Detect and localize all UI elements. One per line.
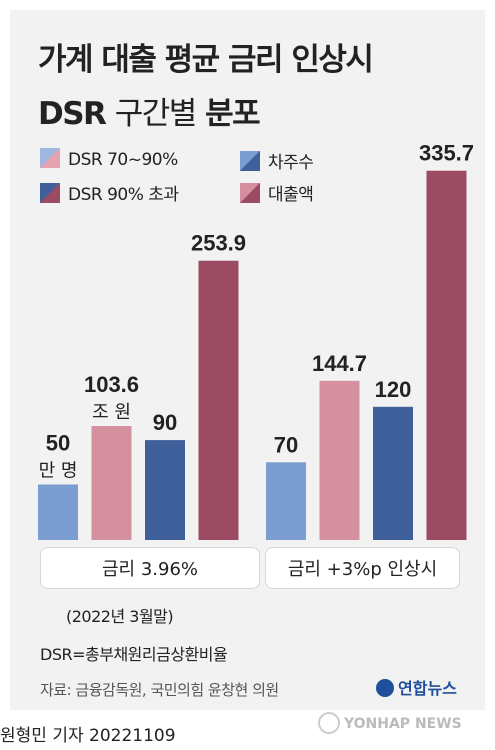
value-label: 50 (46, 431, 70, 456)
legend-swatch-icon (40, 148, 60, 168)
bar-1-2 (373, 406, 413, 540)
watermark-mark-icon (318, 712, 340, 734)
group-label-text: 금리 3.96% (101, 559, 199, 580)
legend-loan-amount: 대출액 (240, 180, 314, 205)
legend-label: 대출액 (268, 185, 314, 205)
legend-dsr-70-90: DSR 70~90% (40, 148, 178, 170)
logo-mark-icon (376, 679, 394, 697)
title-by-segment: 구간별 (114, 96, 198, 132)
legend-borrowers: 차주수 (240, 148, 314, 173)
date-note: (2022년 3월말) (66, 607, 174, 626)
legend-swatch-icon (240, 151, 260, 171)
title-line-2: DSR 구간별 분포 (38, 88, 261, 133)
legend-swatch-icon (40, 183, 60, 203)
background-panel (10, 10, 485, 710)
bar-1-0 (266, 462, 306, 540)
value-label: 90 (153, 410, 177, 435)
title-line-1: 가계 대출 평균 금리 인상시 (38, 42, 374, 78)
value-label: 253.9 (191, 231, 246, 256)
group-label-current: 금리 3.96% (40, 547, 260, 589)
group-label-hike: 금리 +3%p 인상시 (265, 547, 460, 589)
group-label-text: 금리 +3%p 인상시 (287, 559, 438, 580)
bar-1-1 (319, 380, 360, 540)
definition-note: DSR=총부채원리금상환비율 (40, 645, 228, 664)
bar-0-2 (145, 440, 185, 540)
legend-swatch-icon (240, 183, 260, 203)
legend-dsr-90-over: DSR 90% 초과 (40, 180, 179, 205)
value-label: 103.6 (84, 372, 139, 397)
value-label: 120 (375, 377, 412, 402)
unit-label: 만 명 (39, 461, 78, 482)
bar-0-1 (91, 426, 132, 540)
value-label: 335.7 (419, 141, 474, 166)
source-note: 자료: 금융감독원, 국민의힘 윤창현 의원 (40, 681, 279, 699)
watermark-text: YONHAP NEWS (344, 716, 462, 732)
title-dsr: DSR (38, 96, 107, 132)
legend-label: DSR 90% 초과 (68, 185, 179, 205)
value-label: 144.7 (312, 351, 367, 376)
legend-label: 차주수 (268, 153, 314, 173)
bar-0-3 (198, 260, 239, 540)
value-label: 70 (274, 432, 298, 457)
logo-text: 연합뉴스 (398, 679, 457, 698)
bar-0-0 (38, 484, 78, 540)
legend-label: DSR 70~90% (68, 150, 178, 170)
bar-1-3 (426, 170, 467, 541)
byline: 원형민 기자 20221109 (0, 726, 176, 746)
watermark: YONHAP NEWS (318, 712, 462, 734)
unit-label: 조 원 (92, 402, 131, 423)
title-distribution: 분포 (205, 96, 261, 132)
yonhap-logo: 연합뉴스 (376, 675, 457, 699)
